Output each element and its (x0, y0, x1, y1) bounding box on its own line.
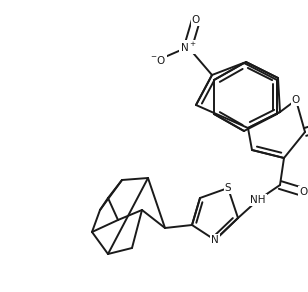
Text: N$^+$: N$^+$ (180, 41, 196, 53)
Text: O: O (192, 15, 200, 25)
Text: $^{-}$O: $^{-}$O (150, 54, 166, 66)
Text: O: O (299, 187, 307, 197)
Text: NH: NH (250, 195, 266, 205)
Text: O: O (292, 95, 300, 105)
Text: S: S (225, 183, 231, 193)
Text: N: N (211, 235, 219, 245)
